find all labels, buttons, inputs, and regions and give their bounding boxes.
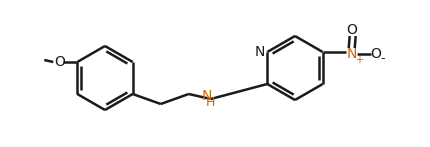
Text: O: O	[370, 47, 381, 61]
Text: N: N	[202, 89, 212, 103]
Text: N: N	[255, 45, 265, 59]
Text: O: O	[54, 55, 65, 69]
Text: -: -	[381, 52, 385, 66]
Text: +: +	[355, 55, 363, 65]
Text: O: O	[346, 23, 357, 37]
Text: H: H	[206, 96, 215, 109]
Text: N: N	[347, 47, 357, 61]
